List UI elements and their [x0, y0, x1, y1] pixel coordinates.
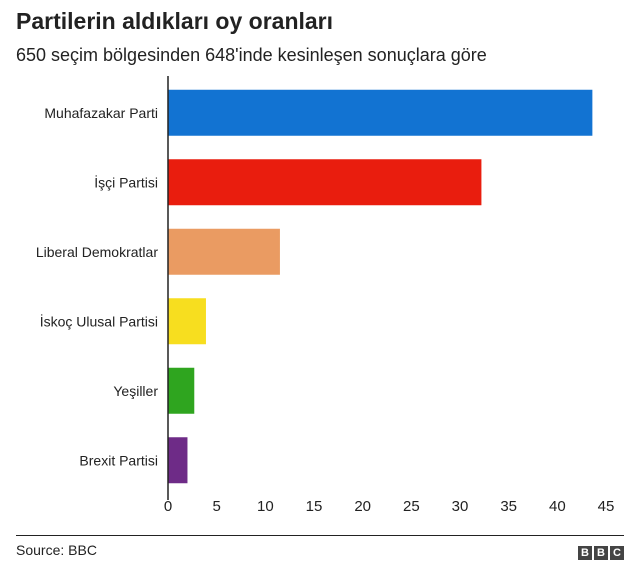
- bar-chart: Muhafazakar Parti İşçi Partisi Liberal Dem…: [36, 76, 615, 515]
- x-tick-label: 30: [452, 498, 469, 515]
- chart-subtitle: 650 seçim bölgesinden 648'inde kesinleşe…: [16, 45, 487, 65]
- source-note: Source: BBC: [16, 542, 97, 558]
- x-tick-label: 20: [354, 498, 371, 515]
- bbc-logo-letter: C: [610, 546, 624, 560]
- bar: [168, 159, 482, 206]
- bar: [168, 367, 195, 414]
- x-tick-label: 10: [257, 498, 274, 515]
- bbc-logo-letter: B: [594, 546, 608, 560]
- bbc-logo-letter: B: [578, 546, 592, 560]
- x-tick-label: 25: [403, 498, 420, 515]
- category-label: Yeşiller: [113, 383, 158, 399]
- bbc-logo: B B C: [578, 546, 624, 560]
- bar: [168, 298, 206, 345]
- x-tick-label: 15: [306, 498, 323, 515]
- x-tick-label: 0: [164, 498, 172, 515]
- category-label: Brexit Partisi: [79, 452, 158, 468]
- footer-divider: [16, 535, 624, 536]
- x-tick-label: 40: [549, 498, 566, 515]
- category-label: Muhafazakar Parti: [44, 105, 158, 121]
- x-tick-label: 45: [598, 498, 615, 515]
- bar: [168, 89, 593, 136]
- category-label: İskoç Ulusal Partisi: [40, 312, 158, 329]
- chart-title: Partilerin aldıkları oy oranları: [16, 8, 334, 34]
- x-tick-label: 5: [212, 498, 220, 515]
- category-label: Liberal Demokratlar: [36, 244, 158, 260]
- bar: [168, 228, 280, 275]
- category-label: İşçi Partisi: [94, 173, 158, 190]
- x-tick-label: 35: [500, 498, 517, 515]
- bar: [168, 437, 188, 484]
